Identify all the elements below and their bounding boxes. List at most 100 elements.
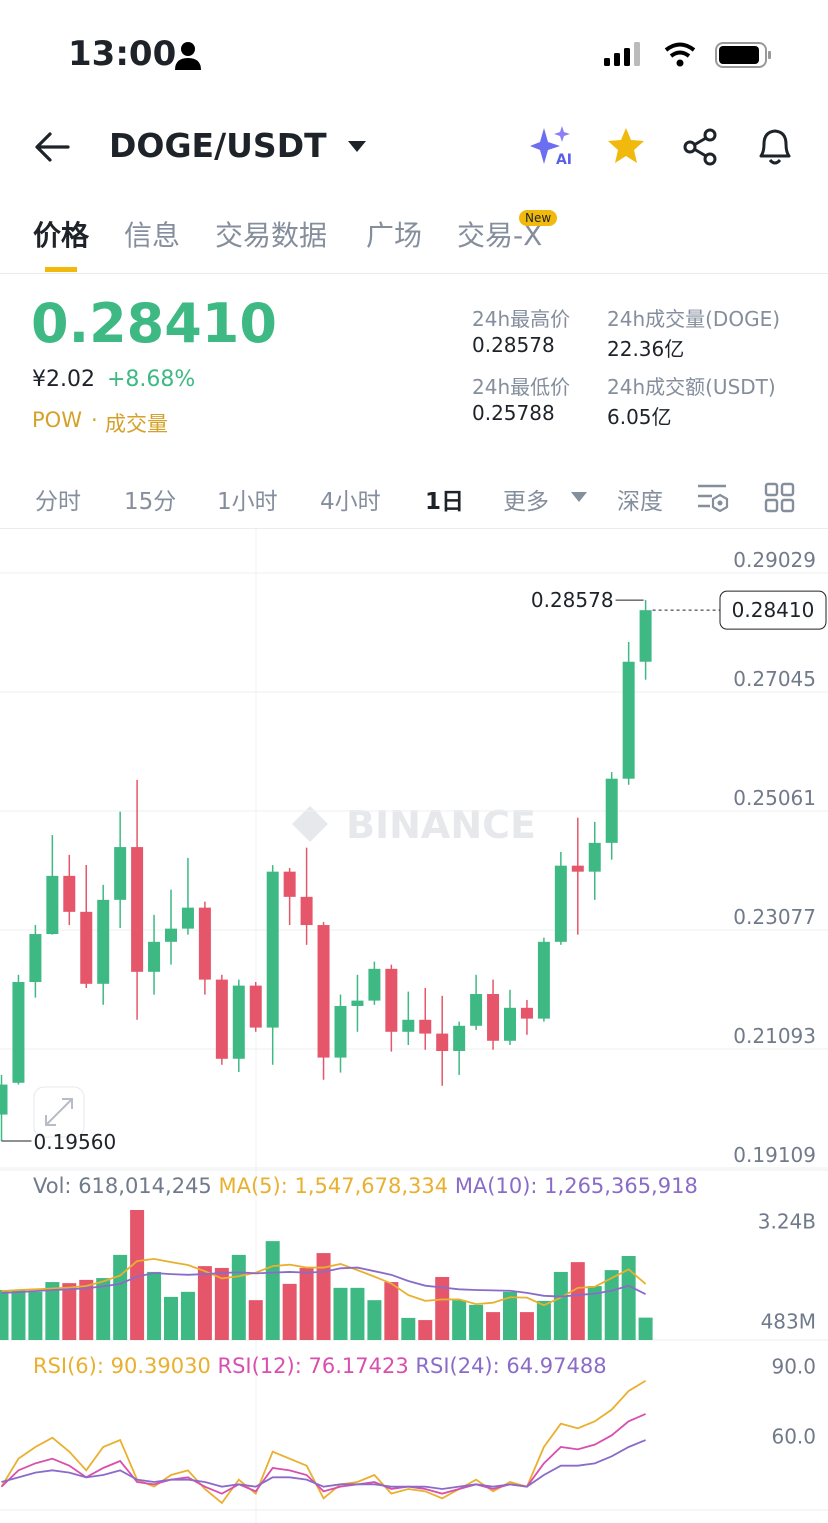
volume-bar — [638, 1317, 653, 1340]
watermark-text: BINANCE — [346, 803, 536, 847]
rsi-line — [0, 1413, 646, 1495]
tab[interactable]: 广场 — [366, 219, 423, 252]
volume-bar — [214, 1267, 229, 1340]
alert-button[interactable] — [755, 126, 795, 168]
interval[interactable]: 深度 — [617, 489, 663, 515]
watermark: BINANCE — [292, 803, 536, 847]
candle-body — [351, 1000, 364, 1007]
volume-bar — [621, 1255, 636, 1340]
legend-text: 76.17423 — [309, 1354, 409, 1378]
volume-bar — [418, 1320, 433, 1340]
volume-bar — [231, 1254, 246, 1340]
tag[interactable]: POW — [32, 408, 82, 432]
candle-body — [283, 871, 296, 897]
stat-value: 6.05亿 — [607, 405, 672, 429]
candle-body — [80, 911, 93, 984]
candle-body — [571, 865, 584, 872]
candle-body — [385, 968, 398, 1032]
candle-body — [334, 1006, 347, 1058]
volume-bar — [180, 1291, 195, 1340]
candle-body — [588, 842, 601, 872]
candle-body — [232, 985, 245, 1059]
volume-bar — [130, 1209, 145, 1340]
layout-button[interactable] — [764, 482, 796, 514]
volume-bar — [197, 1266, 212, 1340]
status-icons — [604, 42, 771, 68]
interval[interactable]: 4小时 — [320, 489, 381, 515]
volume-bar — [62, 1283, 77, 1340]
stat-value: 22.36亿 — [607, 337, 685, 361]
new-badge: New — [519, 210, 558, 226]
volume-bar — [604, 1270, 619, 1340]
candle-body — [215, 979, 228, 1059]
legend-text: Vol: — [33, 1174, 72, 1198]
volume-bar — [11, 1290, 26, 1340]
volume-bar — [79, 1279, 94, 1340]
tag-separator: · — [91, 408, 98, 432]
interval[interactable]: 1日 — [425, 489, 465, 515]
y-tick-label: 0.23077 — [733, 905, 816, 929]
ma-line — [1, 1257, 647, 1307]
volume-bar — [536, 1300, 551, 1340]
change-percent: +8.68% — [107, 367, 196, 392]
share-button[interactable] — [682, 128, 720, 166]
tab-indicator — [45, 267, 77, 272]
pair-title[interactable]: DOGE/USDT — [109, 126, 327, 165]
interval[interactable]: 更多 — [503, 489, 549, 515]
favorite-button[interactable] — [606, 126, 646, 166]
legend: Vol: 618,014,245 MA(5): 1,547,678,334 MA… — [33, 1174, 698, 1198]
candle-body — [97, 899, 110, 984]
divider — [0, 528, 828, 529]
candle-body — [266, 871, 279, 1028]
candle-body — [639, 610, 652, 662]
interval[interactable]: 15分 — [124, 489, 177, 515]
indicator-settings[interactable] — [696, 482, 730, 514]
y-tick-label: 0.29029 — [733, 548, 816, 572]
stat-label: 24h最高价 — [472, 307, 571, 331]
volume-bar — [486, 1312, 501, 1340]
volume-bar — [350, 1287, 365, 1340]
candle-body — [605, 778, 618, 843]
tab[interactable]: 信息 — [124, 219, 181, 252]
cny-price: ¥2.02 — [32, 367, 95, 392]
ai-button[interactable]: AI — [528, 124, 578, 170]
candle-body — [300, 896, 313, 926]
candle-body — [368, 968, 381, 1001]
pair-dropdown[interactable] — [346, 138, 368, 154]
back-button[interactable] — [34, 130, 74, 164]
candle-body — [504, 1007, 516, 1041]
tab[interactable]: 交易数据 — [215, 219, 328, 252]
interval[interactable]: 分时 — [35, 489, 81, 515]
stat-value: 0.28578 — [472, 333, 555, 357]
tab[interactable]: 价格 — [33, 219, 90, 252]
candle-body — [453, 1025, 466, 1051]
legend-text: RSI(6): — [33, 1354, 104, 1378]
legend-text: 64.97488 — [506, 1354, 606, 1378]
candle-body — [520, 1007, 533, 1019]
volume-bar — [469, 1304, 484, 1340]
stat-label: 24h成交量(DOGE) — [607, 307, 781, 331]
more-caret — [571, 492, 587, 502]
legend: RSI(6): 90.39030 RSI(12): 76.17423 RSI(2… — [33, 1354, 607, 1378]
volume-bar — [147, 1271, 162, 1340]
volume-bar — [282, 1283, 297, 1340]
legend-text: MA(5): — [218, 1174, 287, 1198]
stat-label: 24h成交额(USDT) — [607, 375, 776, 399]
candle-body — [622, 661, 635, 779]
legend-text: RSI(24): — [415, 1354, 499, 1378]
volume-bar — [164, 1296, 178, 1340]
interval[interactable]: 1小时 — [217, 489, 278, 515]
candle-body — [63, 875, 76, 912]
volume-bar — [113, 1254, 128, 1340]
y-tick-label: 60.0 — [771, 1425, 816, 1449]
candle-body — [114, 847, 127, 900]
tag[interactable]: 成交量 — [105, 412, 168, 436]
candle-body — [554, 865, 567, 942]
ma-line — [1, 1266, 647, 1298]
y-tick-label: 0.19109 — [733, 1143, 816, 1167]
divider — [0, 273, 828, 274]
candle-body — [198, 907, 211, 980]
rsi-line — [0, 1379, 647, 1505]
volume-bar — [333, 1287, 348, 1340]
